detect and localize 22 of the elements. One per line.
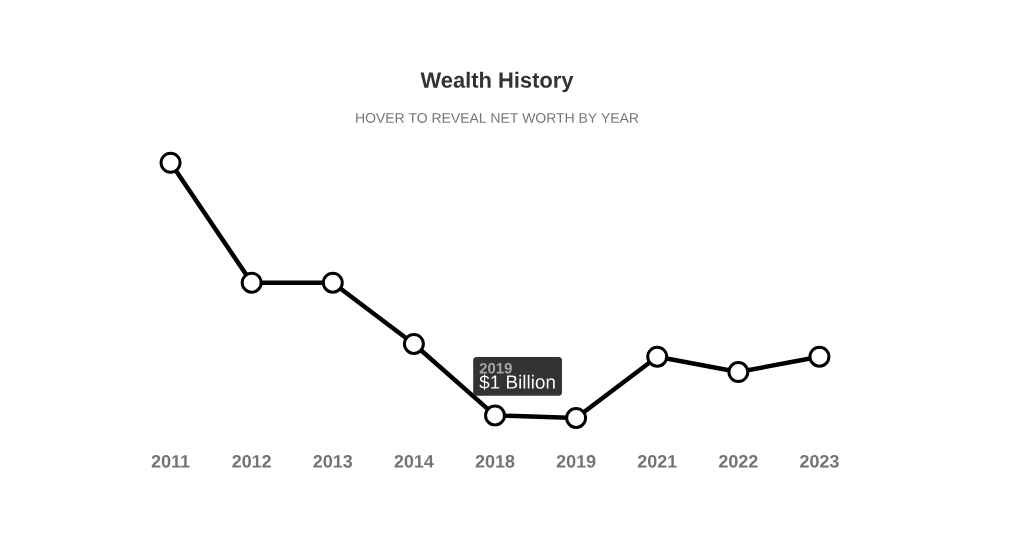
x-tick-label: 2011 — [151, 454, 190, 468]
point — [402, 332, 425, 355]
chart-title: Wealth History — [420, 71, 574, 93]
chart-subtitle: HOVER TO REVEAL NET WORTH BY YEAR — [356, 113, 639, 123]
point — [727, 361, 750, 383]
annotation: $1 Billion — [479, 374, 555, 390]
x-tick-label: 2021 — [637, 454, 677, 468]
x-tick-label: 2023 — [800, 454, 839, 468]
point — [646, 345, 669, 368]
point — [321, 271, 344, 294]
x-tick-label: 2014 — [394, 454, 434, 468]
annotation: 2019 — [479, 362, 512, 374]
x-tick-label: 2012 — [232, 454, 271, 468]
point — [565, 407, 588, 429]
point — [159, 151, 182, 174]
x-tick-label: 2019 — [556, 454, 596, 468]
point — [808, 345, 831, 368]
x-tick-label: 2018 — [475, 454, 515, 468]
x-tick-label: 2013 — [313, 454, 353, 468]
point — [484, 404, 506, 427]
x-tick-label: 2022 — [719, 454, 758, 468]
point — [240, 271, 263, 294]
